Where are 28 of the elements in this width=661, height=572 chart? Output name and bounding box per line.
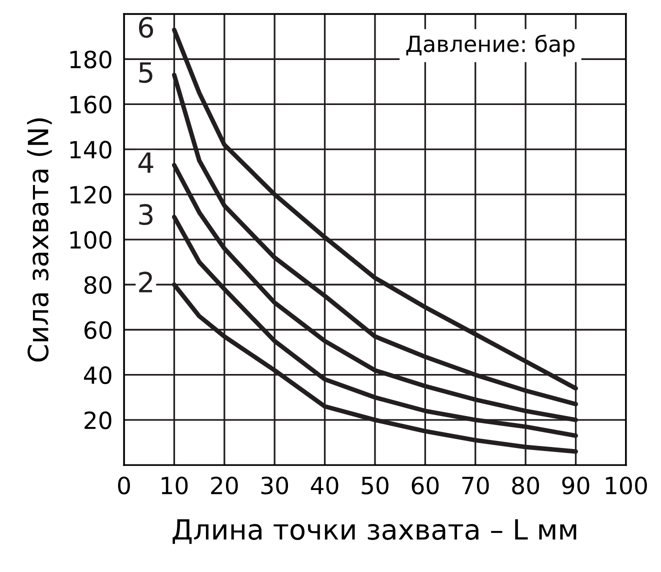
x-tick-label: 100	[606, 476, 647, 494]
x-tick-label: 10	[162, 476, 188, 494]
x-tick-label: 70	[462, 476, 489, 494]
y-tick-label: 120	[70, 186, 112, 204]
y-tick-label: 160	[70, 96, 112, 114]
x-tick-label: 40	[310, 476, 338, 494]
series-label: 4	[138, 152, 154, 173]
x-tick-label: 50	[362, 476, 388, 494]
y-tick-label: 40	[84, 366, 112, 384]
x-tick-label: 20	[211, 476, 238, 494]
y-tick-label: 100	[70, 230, 112, 249]
y-tick-label: 140	[70, 140, 112, 159]
y-tick-label: 180	[70, 50, 112, 68]
x-tick-label: 90	[562, 476, 590, 494]
series-label: 2	[139, 272, 152, 292]
y-tick-label: 20	[84, 411, 112, 430]
x-tick-label: 0	[118, 476, 130, 494]
y-axis-title: Сила захвата (N)	[27, 118, 52, 362]
x-tick-label: 80	[512, 476, 540, 494]
y-tick-label: 80	[84, 276, 112, 294]
series-label: 5	[139, 62, 152, 83]
x-tick-label: 60	[412, 476, 439, 494]
y-tick-label: 60	[84, 321, 112, 340]
x-axis-title: Длина точки захвата – L мм	[172, 519, 576, 544]
annotation: Давление: бар	[406, 34, 575, 57]
series-label: 3	[139, 204, 153, 226]
x-tick-label: 30	[261, 476, 288, 494]
series-label: 6	[139, 16, 154, 38]
